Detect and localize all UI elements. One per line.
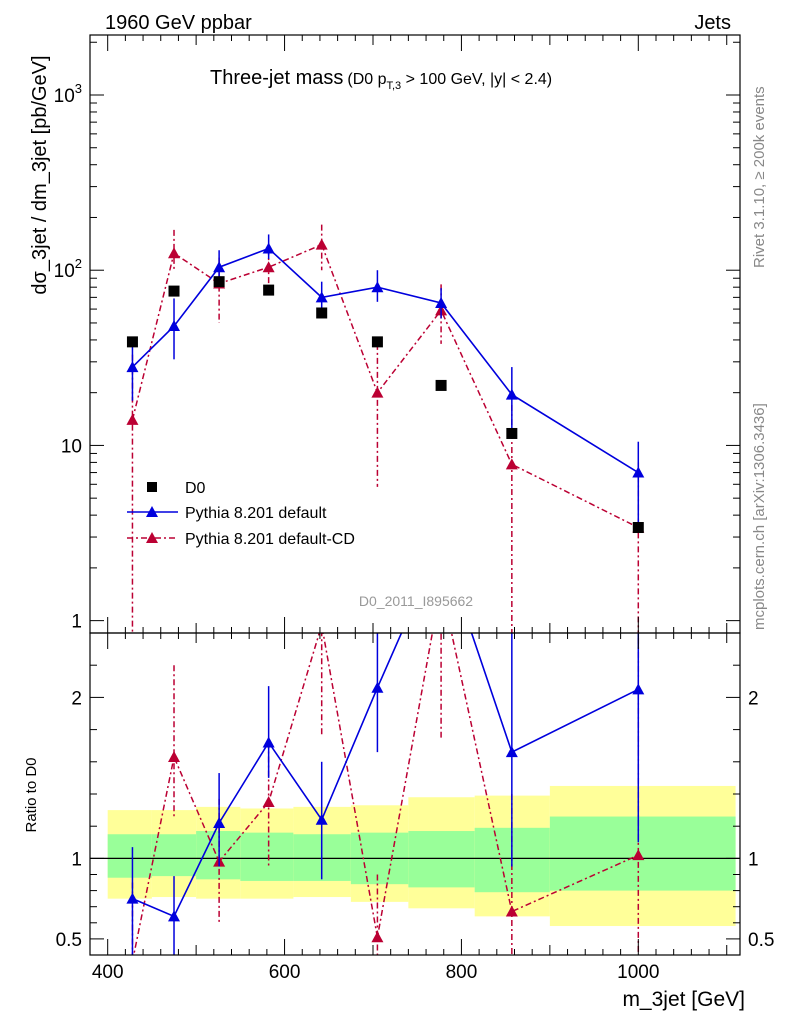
series-d0-point-7 — [506, 427, 518, 439]
main-y-tick-label-base: 1 — [71, 612, 82, 633]
main-y-tick-label-2: 102 — [54, 256, 82, 282]
ratio-y-tick-label-left-1: 1 — [71, 849, 82, 870]
x-tick-label-1: 600 — [269, 962, 301, 983]
series-cd-line — [131, 243, 639, 529]
main-y-tick-label-1: 10 — [61, 436, 82, 457]
band-green-1 — [151, 834, 197, 877]
mcplots-label: mcplots.cern.ch [arXiv:1306.3436] — [751, 403, 768, 630]
ratio-y-tick-label-right-0: 0.5 — [748, 930, 774, 951]
ratio-default-point-6 — [435, 537, 447, 548]
legend-marker-d0 — [147, 482, 157, 492]
series-cd-point-1 — [168, 247, 181, 259]
ratio-y-axis-label: Ratio to D0 — [23, 757, 40, 832]
series-cd-point-0 — [126, 413, 139, 425]
chart-title-cut: (D0 p — [347, 71, 386, 88]
ratio-plot-layer — [126, 537, 645, 966]
series-cd-point-4 — [315, 238, 328, 250]
series-d0-point-2 — [213, 276, 225, 288]
ratio-cd-point-4 — [316, 619, 328, 630]
series-default-point-8 — [632, 466, 645, 478]
ratio-uncertainty-bands — [90, 785, 740, 927]
x-tick-label-0: 400 — [92, 962, 124, 983]
ratio-cd-point-0 — [126, 955, 138, 966]
series-d0-point-1 — [168, 285, 180, 297]
series-default-point-3 — [262, 242, 275, 254]
ratio-cd-point-7 — [505, 905, 518, 917]
ratio-default-point-0 — [126, 892, 139, 904]
main-y-axis-label: dσ_3jet / dm_3jet [pb/GeV] — [29, 55, 51, 294]
chart-title-cut-rest: > 100 GeV, |y| < 2.4) — [401, 71, 552, 88]
band-green-8 — [549, 816, 736, 891]
band-green-0 — [107, 834, 152, 878]
chart-title: Three-jet mass (D0 pT,3 > 100 GeV, |y| < … — [210, 67, 552, 92]
ratio-cd-point-6 — [435, 579, 447, 590]
ratio-default-point-7 — [505, 746, 518, 758]
series-cd-point-5 — [371, 386, 384, 398]
legend-label-default: Pythia 8.201 default — [185, 505, 327, 522]
series-default-point-0 — [126, 361, 139, 373]
ratio-y-tick-label-right-1: 1 — [748, 849, 759, 870]
series-default-point-5 — [371, 281, 384, 293]
chart-title-cut-sub: T,3 — [387, 80, 402, 92]
series-default-point-4 — [315, 291, 328, 303]
x-tick-label-3: 1000 — [617, 962, 659, 983]
series-d0-point-4 — [316, 307, 328, 319]
ratio-y-tick-label-left-2: 2 — [71, 688, 82, 709]
header-energy: 1960 GeV ppbar — [105, 12, 252, 34]
main-y-tick-label-base: 10 — [54, 86, 75, 107]
series-default-point-6 — [435, 296, 448, 308]
ratio-default-point-3 — [262, 736, 275, 748]
band-green-6 — [408, 831, 475, 888]
series-default-point-2 — [213, 261, 226, 273]
ratio-cd-point-5 — [371, 931, 384, 943]
ratio-default-point-1 — [168, 910, 181, 922]
main-y-tick-label-exp: 3 — [75, 81, 82, 96]
series-default-line — [131, 247, 639, 474]
legend-label-cd: Pythia 8.201 default-CD — [185, 531, 355, 548]
main-y-tick-label-3: 103 — [54, 81, 82, 107]
ratio-default-point-8 — [632, 683, 645, 695]
main-y-tick-label-exp: 2 — [75, 256, 82, 271]
series-default-point-1 — [168, 320, 181, 332]
main-y-tick-label-base: 10 — [54, 261, 75, 282]
series-cd-point-3 — [262, 261, 275, 273]
x-axis-label: m_3jet [GeV] — [622, 988, 745, 1011]
legend-marker-cd — [146, 532, 158, 543]
ratio-y-tick-label-left-0: 0.5 — [56, 930, 82, 951]
chart-title-main: Three-jet mass — [210, 67, 343, 89]
main-y-tick-label-0: 1 — [71, 612, 82, 633]
series-d0-point-5 — [371, 336, 383, 348]
ratio-default-point-4 — [315, 813, 328, 825]
series-d0-point-6 — [435, 379, 447, 391]
legend-marker-default — [146, 506, 158, 517]
legend-label-d0: D0 — [185, 480, 206, 497]
rivet-version-label: Rivet 3.1.10, ≥ 200k events — [751, 86, 768, 268]
main-plot-layer — [126, 224, 645, 633]
legend: D0 Pythia 8.201 default Pythia 8.201 def… — [127, 480, 355, 548]
analysis-watermark: D0_2011_I895662 — [359, 593, 473, 609]
ratio-y-tick-label-right-2: 2 — [748, 688, 759, 709]
series-default-point-7 — [505, 388, 518, 400]
band-green-3 — [240, 832, 294, 881]
main-y-tick-label-base: 10 — [61, 436, 82, 457]
ratio-default-point-2 — [213, 816, 226, 828]
series-d0-point-8 — [632, 522, 644, 534]
header-category: Jets — [694, 12, 731, 34]
x-tick-label-2: 800 — [446, 962, 478, 983]
series-d0-point-0 — [126, 336, 138, 348]
ratio-cd-point-3 — [262, 796, 275, 808]
ratio-cd-point-1 — [168, 750, 181, 762]
series-d0-point-3 — [263, 284, 275, 296]
ratio-cd-point-8 — [632, 849, 645, 861]
ratio-default-point-5 — [371, 681, 384, 693]
series-cd-point-7 — [505, 458, 518, 470]
